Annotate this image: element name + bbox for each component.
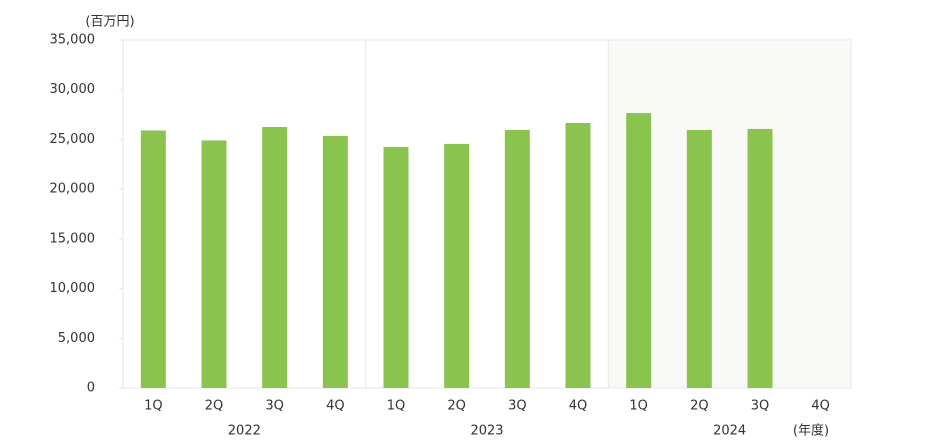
- bar: [383, 146, 409, 388]
- y-tick-label: 0: [87, 381, 95, 396]
- y-tick-label: 25,000: [50, 132, 96, 147]
- bar: [322, 135, 348, 388]
- x-tick-label: 4Q: [569, 399, 588, 414]
- x-tick-label: 3Q: [508, 399, 527, 414]
- x-tick-label: 2Q: [690, 399, 709, 414]
- bar: [262, 127, 288, 388]
- bar: [504, 129, 530, 389]
- y-tick-label: 15,000: [50, 231, 96, 246]
- x-tick-label: 3Q: [751, 399, 770, 414]
- group-label: 2022: [228, 424, 261, 439]
- x-tick-label: 1Q: [387, 399, 406, 414]
- x-unit-label: (年度): [793, 423, 829, 439]
- y-tick-label: 20,000: [50, 182, 96, 197]
- plot-frame: [122, 39, 852, 389]
- x-tick-label: 1Q: [629, 399, 648, 414]
- bar: [565, 123, 591, 388]
- x-tick-label: 2Q: [447, 399, 466, 414]
- group-label: 2023: [470, 424, 503, 439]
- bar: [747, 128, 773, 388]
- bar: [140, 130, 166, 389]
- y-tick-label: 10,000: [50, 281, 96, 296]
- bar: [626, 113, 652, 388]
- y-tick-label: 5,000: [58, 331, 95, 346]
- bar: [201, 140, 227, 388]
- y-tick-label: 30,000: [50, 82, 96, 97]
- bar: [444, 143, 470, 388]
- bar: [686, 129, 712, 389]
- y-unit-label: (百万円): [85, 15, 134, 30]
- x-tick-label: 3Q: [265, 399, 284, 414]
- x-tick-label: 4Q: [326, 399, 345, 414]
- x-tick-label: 4Q: [811, 399, 830, 414]
- group-label: 2024: [713, 424, 746, 439]
- x-tick-label: 2Q: [205, 399, 224, 414]
- y-tick-label: 35,000: [50, 33, 96, 48]
- x-tick-label: 1Q: [144, 399, 163, 414]
